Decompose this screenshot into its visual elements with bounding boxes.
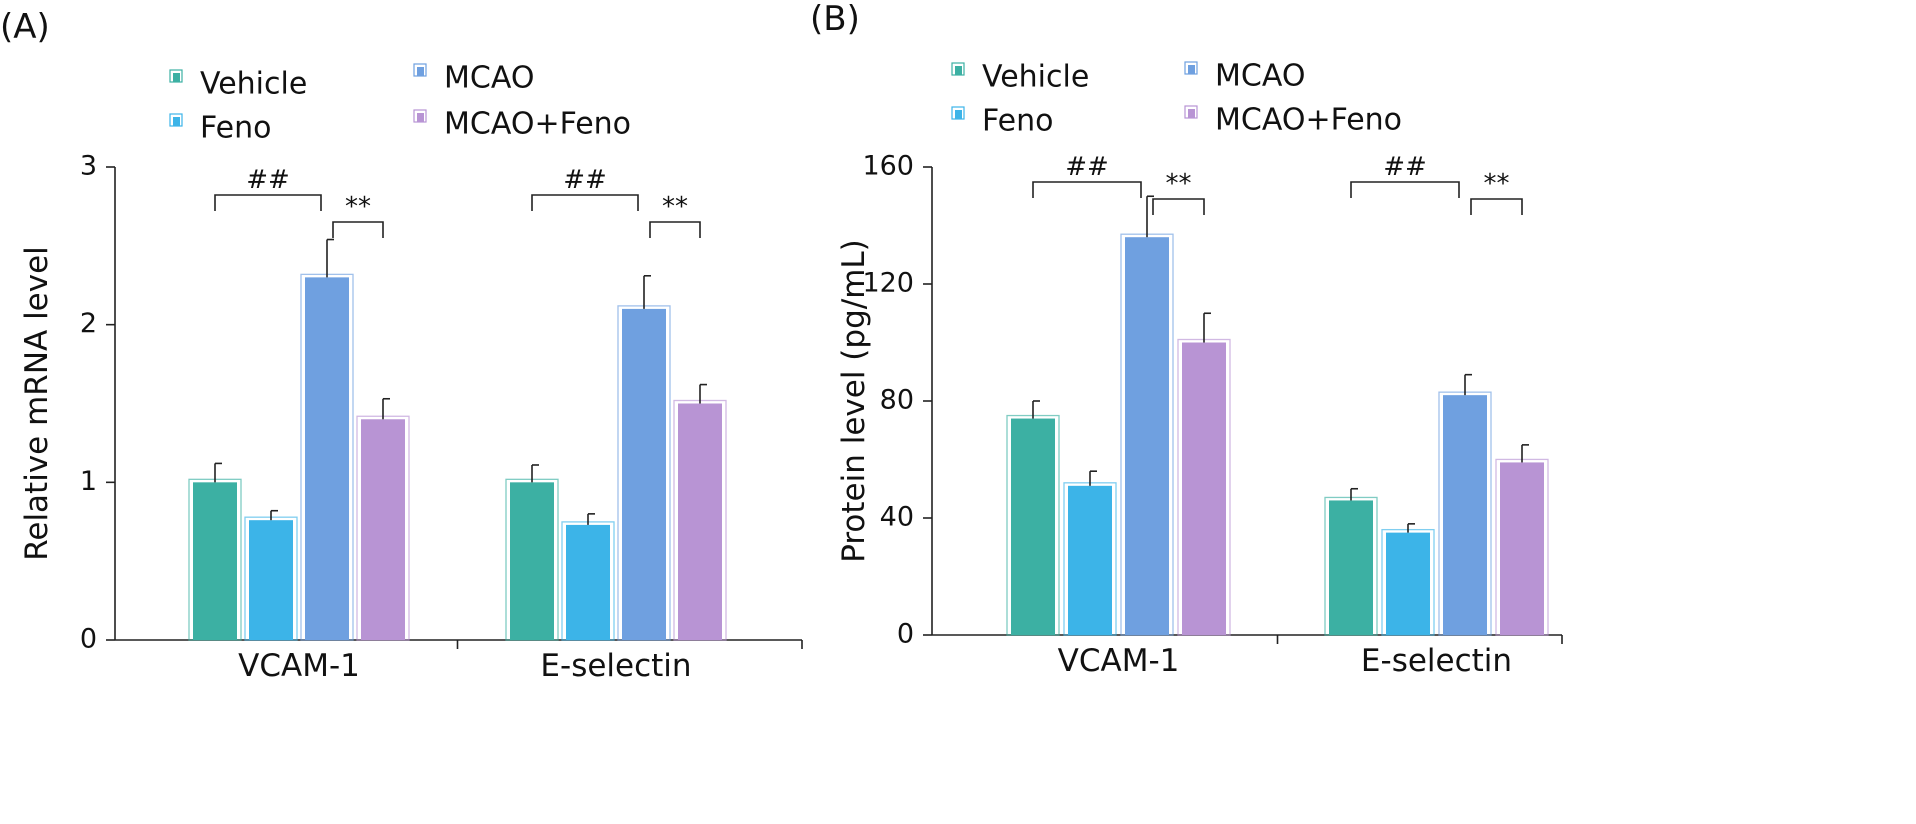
legend-swatch (173, 117, 180, 126)
legend-swatch (173, 73, 180, 82)
legend-label: Vehicle (200, 67, 307, 102)
legend-label: MCAO (444, 61, 534, 96)
bar (249, 520, 293, 640)
legend-label: Feno (200, 111, 271, 146)
legend-swatch (955, 66, 962, 75)
legend-swatch (417, 113, 424, 122)
x-category-label: VCAM-1 (238, 648, 360, 684)
y-tick-label: 2 (80, 308, 97, 339)
y-axis-title: Relative mRNA level (19, 246, 55, 561)
panel-b: (B) Vehicle Feno MCAO MCAO+Feno 0 40 80 120 160 Pr… (810, 0, 1563, 679)
bar (1386, 532, 1430, 635)
y-tick-label: 160 (862, 151, 914, 182)
significance-label: ** (345, 192, 371, 222)
bar (1182, 342, 1226, 635)
bar (566, 524, 610, 640)
x-category-label: E-selectin (1361, 643, 1512, 679)
legend-label: MCAO+Feno (1215, 103, 1402, 138)
bar (1011, 418, 1055, 635)
legend-swatch (417, 67, 424, 76)
significance-label: ** (1166, 169, 1192, 199)
significance-bracket (649, 221, 701, 238)
bar (305, 277, 349, 640)
legend-swatch (955, 110, 962, 119)
y-tick-label: 3 (80, 151, 97, 182)
bar (193, 482, 237, 640)
legend-label: MCAO (1215, 59, 1305, 94)
legend-swatch (1188, 109, 1195, 118)
bar (1329, 500, 1373, 635)
panel-a: (A) Vehicle Feno MCAO MCAO+Feno 0 1 2 3 Relative … (0, 7, 803, 684)
panel-label: (B) (810, 0, 860, 39)
bar (1500, 462, 1544, 635)
significance-label: ## (563, 165, 607, 195)
y-tick-label: 0 (897, 619, 914, 650)
significance-label: ** (1484, 169, 1510, 199)
significance-bracket (1350, 181, 1460, 198)
significance-bracket (531, 194, 639, 211)
bar (622, 308, 666, 640)
legend-swatch (1188, 65, 1195, 74)
significance-bracket (1032, 181, 1142, 198)
y-tick-label: 80 (880, 385, 914, 416)
bar (1443, 395, 1487, 635)
panel-label: (A) (0, 7, 50, 47)
bar (510, 482, 554, 640)
y-tick-label: 120 (862, 268, 914, 299)
x-category-label: VCAM-1 (1058, 643, 1180, 679)
y-tick-label: 1 (80, 466, 97, 497)
significance-bracket (1152, 198, 1205, 215)
bar (678, 403, 722, 640)
legend-label: Vehicle (982, 60, 1089, 95)
y-tick-label: 40 (880, 502, 914, 533)
bar (1125, 237, 1169, 635)
significance-label: ## (1065, 152, 1109, 182)
significance-bracket (332, 221, 384, 238)
significance-label: ## (246, 165, 290, 195)
y-axis-title: Protein level (pg/mL) (836, 239, 872, 563)
bar (1068, 485, 1112, 635)
significance-bracket (1470, 198, 1523, 215)
significance-label: ** (662, 192, 688, 222)
significance-label: ## (1383, 152, 1427, 182)
legend-label: MCAO+Feno (444, 107, 631, 142)
y-tick-label: 0 (80, 624, 97, 655)
x-category-label: E-selectin (540, 648, 691, 684)
legend-label: Feno (982, 104, 1053, 139)
bar (361, 419, 405, 640)
significance-bracket (214, 194, 322, 211)
